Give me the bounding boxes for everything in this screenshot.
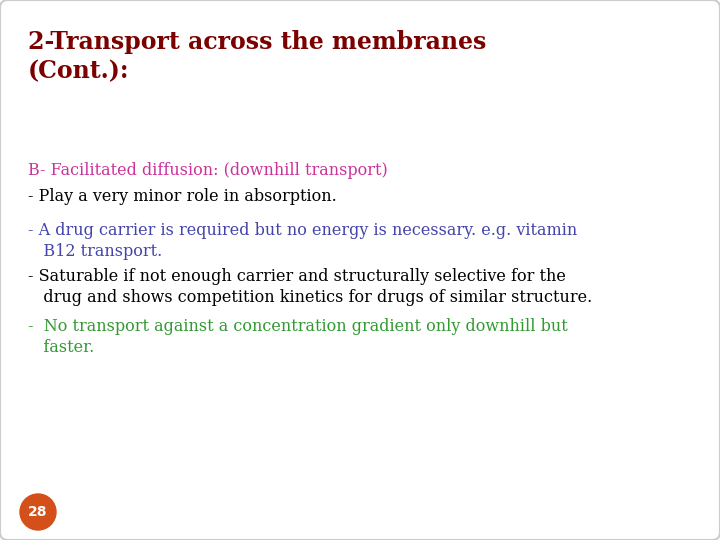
Circle shape	[20, 494, 56, 530]
Text: 28: 28	[28, 505, 48, 519]
Text: B- Facilitated diffusion: (downhill transport): B- Facilitated diffusion: (downhill tran…	[28, 162, 388, 179]
Text: - A drug carrier is required but no energy is necessary. e.g. vitamin
   B12 tra: - A drug carrier is required but no ener…	[28, 222, 577, 260]
Text: - Saturable if not enough carrier and structurally selective for the
   drug and: - Saturable if not enough carrier and st…	[28, 268, 593, 306]
Text: - Play a very minor role in absorption.: - Play a very minor role in absorption.	[28, 188, 337, 205]
Text: -  No transport against a concentration gradient only downhill but
   faster.: - No transport against a concentration g…	[28, 318, 568, 356]
Text: 2-Transport across the membranes
(Cont.):: 2-Transport across the membranes (Cont.)…	[28, 30, 487, 83]
